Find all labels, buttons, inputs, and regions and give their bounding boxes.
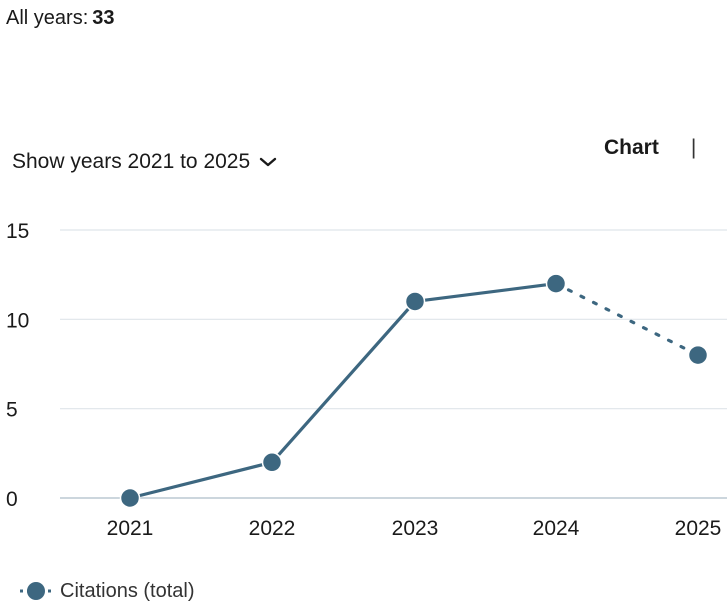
y-tick-label: 15	[6, 220, 29, 243]
all-years-label: All years:	[6, 7, 89, 29]
x-tick-label: 2023	[392, 517, 439, 540]
citations-chart: 0 5 10 15 2021 2022 2023 2024 2025	[6, 220, 727, 540]
legend-series-label: Citations (total)	[60, 580, 195, 602]
y-tick-label: 0	[6, 488, 18, 511]
legend-series-marker	[20, 582, 54, 600]
y-tick-label: 5	[6, 399, 18, 422]
year-range-dropdown[interactable]: Show years 2021 to 2025	[12, 148, 277, 176]
chart-legend: Citations (total)	[20, 578, 195, 604]
data-point-2025	[687, 344, 709, 366]
x-tick-label: 2021	[107, 517, 154, 540]
chevron-down-icon	[259, 157, 277, 167]
all-years-value: 33	[92, 7, 115, 29]
data-point-2022	[261, 452, 283, 473]
tab-separator: |	[690, 136, 697, 159]
y-tick-label: 10	[6, 309, 29, 332]
year-range-label: Show years 2021 to 2025	[12, 150, 251, 173]
series-line	[129, 282, 557, 500]
x-tick-label: 2024	[533, 517, 580, 540]
view-toggle: Chart |	[604, 135, 696, 161]
x-tick-label: 2022	[249, 517, 296, 540]
x-tick-label: 2025	[675, 517, 722, 540]
data-point-2021	[119, 487, 141, 509]
series-line-projected	[554, 281, 700, 357]
data-point-2024	[545, 273, 567, 294]
tab-chart[interactable]: Chart	[604, 136, 659, 159]
all-years-summary: All years: 33	[6, 6, 115, 30]
data-point-2023	[404, 291, 426, 312]
